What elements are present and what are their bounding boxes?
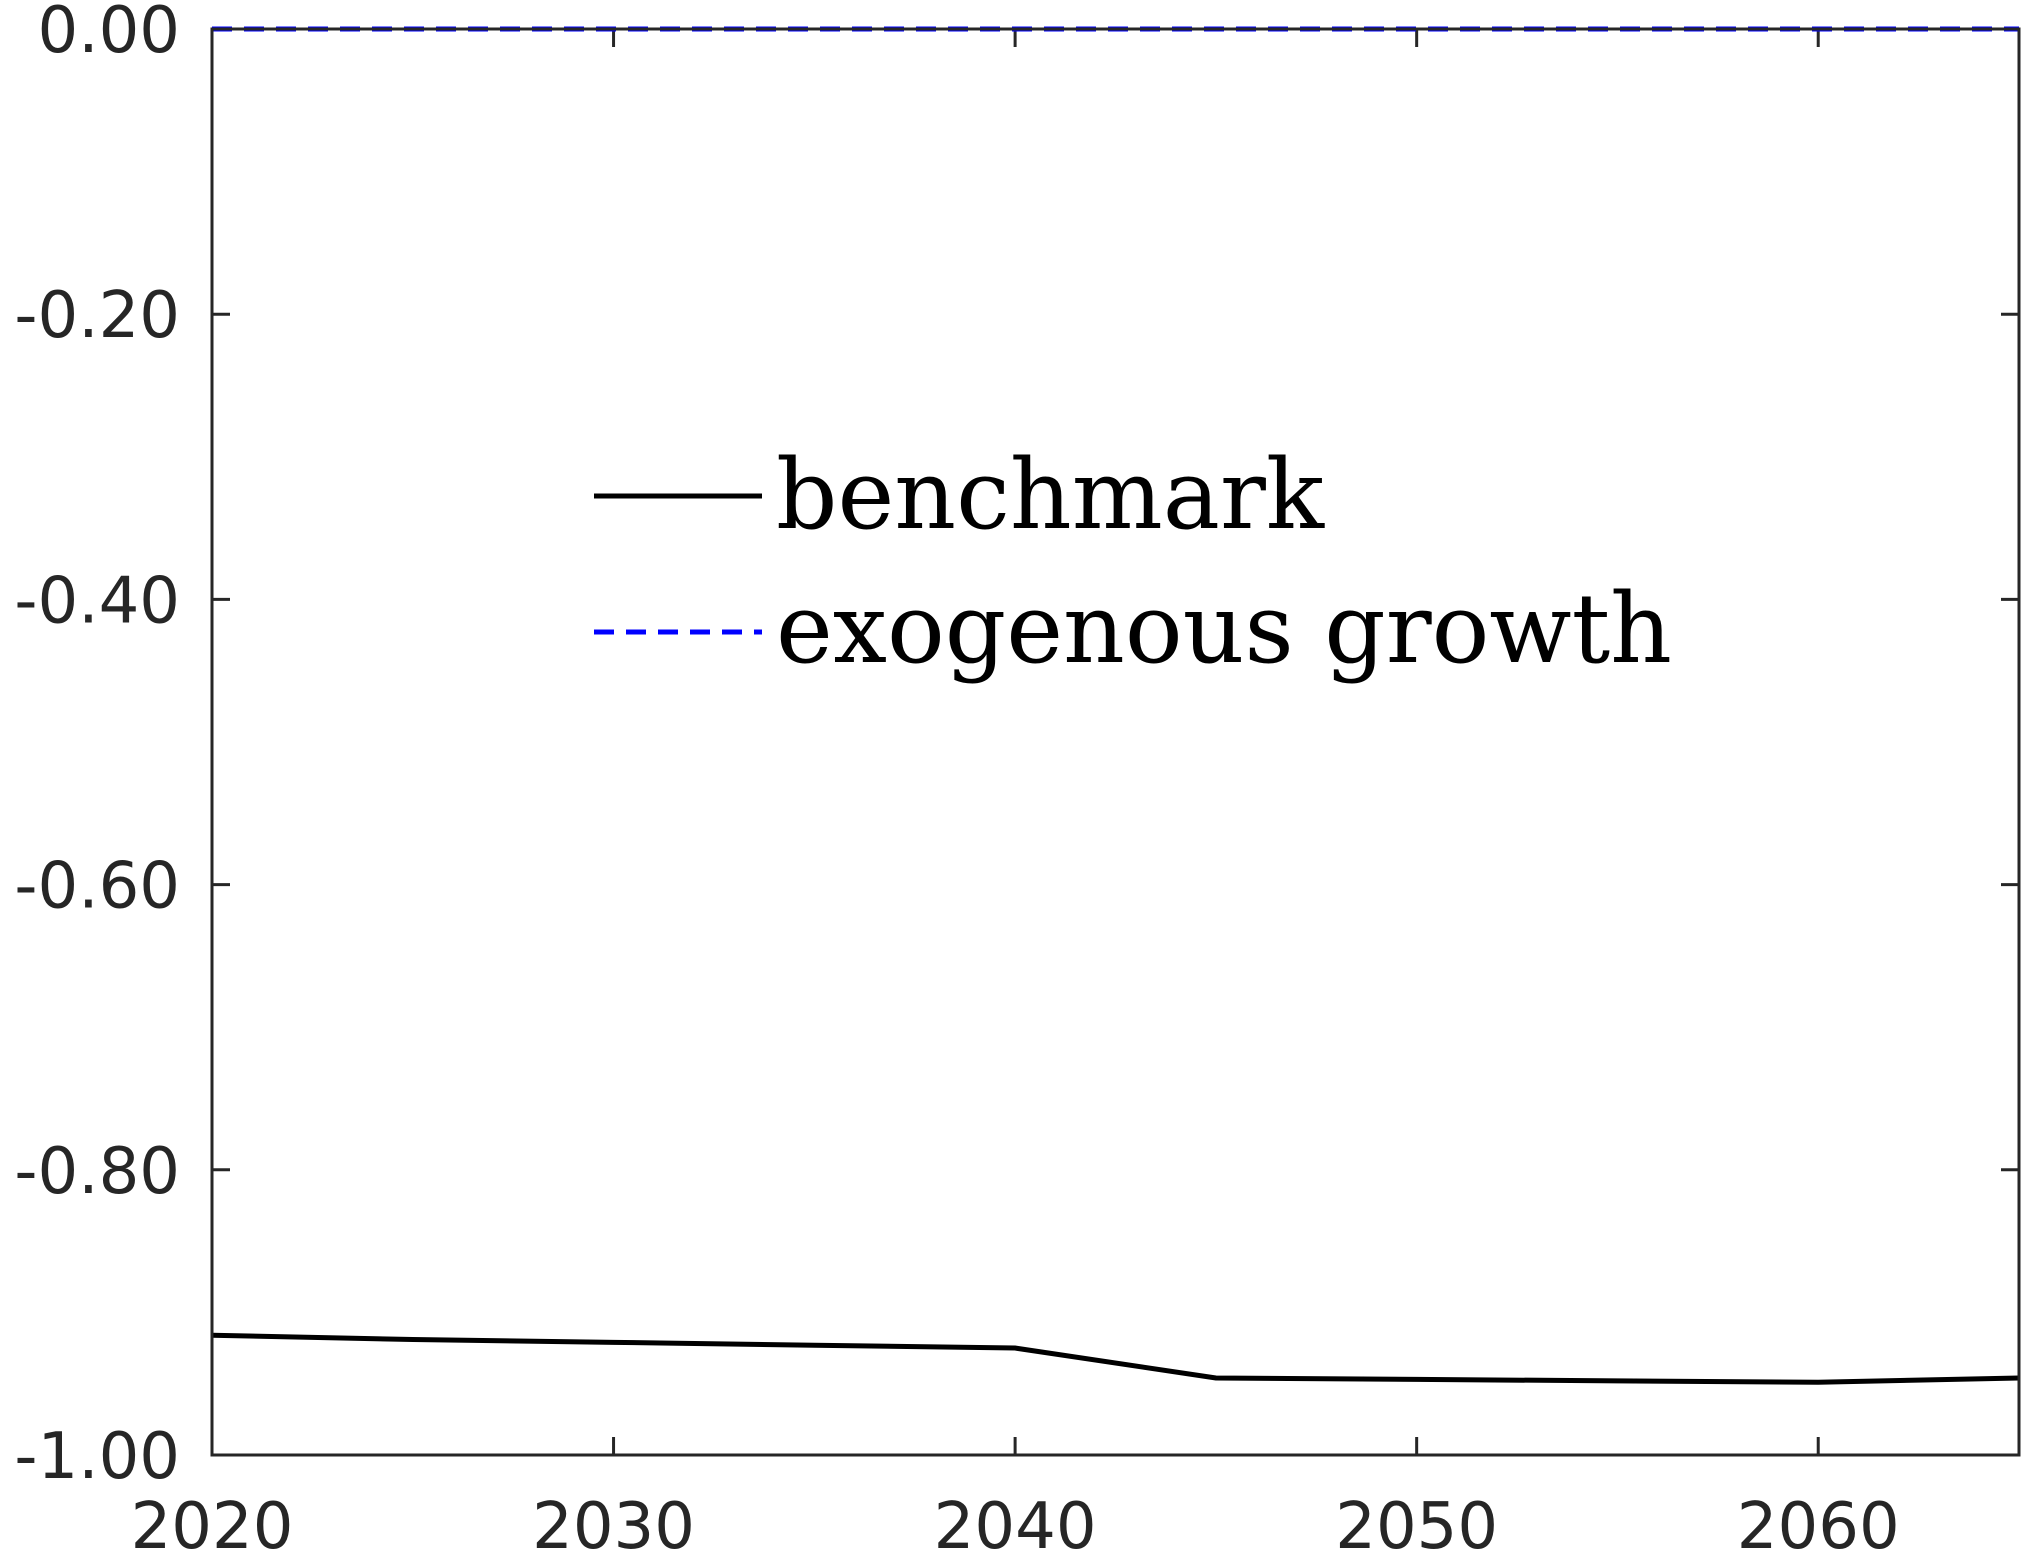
y-tick-label: -0.40 — [14, 564, 180, 638]
y-tick-label: -1.00 — [14, 1420, 180, 1494]
tick-labels: 2020 2030 2040 2050 2060 0.00 -0.20 -0.40 -0.60 -… — [14, 0, 1899, 1554]
x-tick-label: 2060 — [1737, 1490, 1900, 1554]
x-tick-label: 2030 — [532, 1490, 695, 1554]
y-tick-label: 0.00 — [38, 0, 181, 68]
y-tick-label: -0.20 — [14, 279, 180, 353]
legend-label-exogenous-growth: exogenous growth — [776, 573, 1672, 685]
legend: benchmark exogenous growth — [594, 439, 1672, 685]
y-tick-label: -0.60 — [14, 850, 180, 924]
x-tick-label: 2020 — [131, 1490, 294, 1554]
x-tick-label: 2050 — [1335, 1490, 1498, 1554]
axes-box — [210, 27, 2021, 1457]
series-line-benchmark — [211, 1332, 2020, 1385]
legend-label-benchmark: benchmark — [776, 439, 1325, 551]
plot-area — [212, 29, 2019, 1455]
x-tick-label: 2040 — [934, 1490, 1097, 1554]
y-tick-label: -0.80 — [14, 1135, 180, 1209]
